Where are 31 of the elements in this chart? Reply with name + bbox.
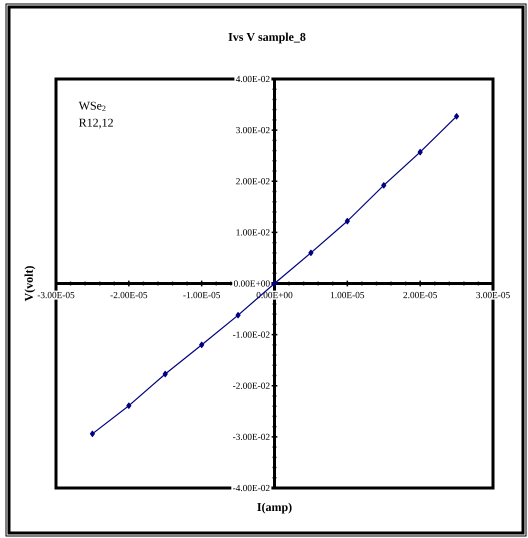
y-tick-label: 0.00E+00 [234, 280, 270, 287]
y-axis-title: V(volt) [24, 266, 36, 302]
point [272, 280, 278, 287]
x-tick-label: -1.00E-05 [183, 292, 220, 298]
y-tick-label: -2.00E-02 [232, 382, 270, 389]
y-tick-label: 1.00E-02 [236, 229, 270, 236]
x-tick-label: -2.00E-05 [110, 292, 148, 298]
point [126, 402, 132, 409]
x-tick-label: -3.00E-05 [38, 292, 74, 298]
point [344, 218, 350, 224]
chart-title: Ivs V sample_8 [228, 32, 306, 44]
y-tick-label: -4.00E-02 [232, 484, 270, 492]
annotation: WSe$_{2}$ [78, 102, 106, 111]
point [381, 182, 386, 189]
point [418, 148, 423, 156]
point [199, 342, 204, 348]
point [162, 370, 168, 378]
x-tick-label: 1.00E-05 [330, 292, 364, 298]
x-tick-label: 3.00E-05 [476, 292, 510, 298]
point [90, 430, 95, 438]
y-tick-label: -1.00E-02 [232, 331, 270, 338]
y-tick-label: 3.00E-02 [236, 126, 270, 134]
x-axis-title: I(amp) [257, 502, 292, 514]
y-tick-label: 4.00E-02 [236, 76, 270, 82]
y-tick-label: -3.00E-02 [232, 434, 270, 440]
y-tick-label: 2.00E-02 [236, 178, 270, 184]
x-tick-label: 2.00E-05 [403, 292, 437, 298]
point [236, 312, 241, 318]
point [454, 113, 460, 120]
point [308, 250, 314, 256]
annotation: R12,12 [79, 118, 113, 128]
